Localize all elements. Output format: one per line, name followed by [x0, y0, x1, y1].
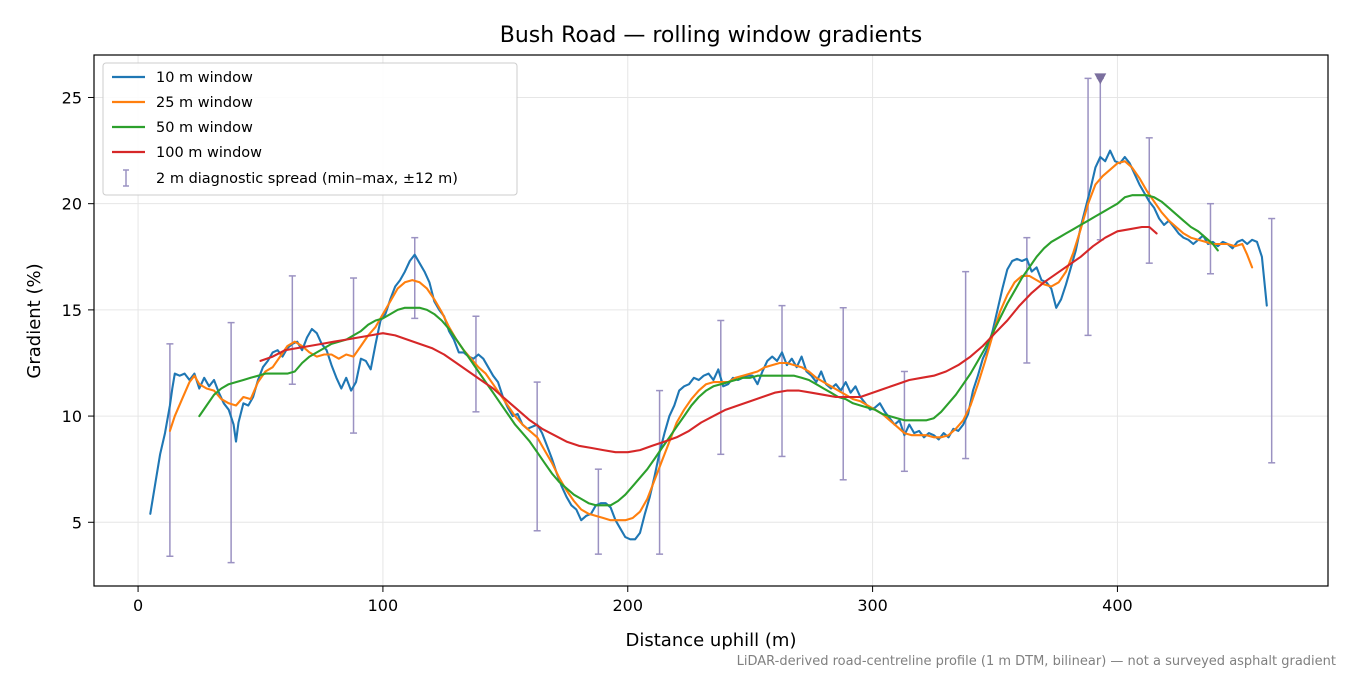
errorbar: [288, 275, 296, 385]
legend-label-errorbar: 2 m diagnostic spread (min–max, ±12 m): [156, 171, 458, 187]
errorbar: [227, 321, 235, 564]
marker-layer: [1094, 73, 1107, 85]
y-tick-label: 15: [62, 301, 82, 320]
legend: 10 m window 25 m window 50 m window 100 …: [102, 62, 518, 196]
legend-swatch-errorbar: [123, 169, 129, 187]
legend-label-50m: 50 m window: [156, 120, 253, 136]
x-tick-label: 400: [1102, 596, 1133, 615]
y-axis-label: Gradient (%): [24, 263, 45, 378]
y-tick-label: 20: [62, 195, 82, 214]
grid-layer: [94, 55, 1328, 586]
legend-box: [102, 62, 518, 196]
legend-label-10m: 10 m window: [156, 70, 253, 86]
errorbar: [1206, 202, 1214, 275]
plot-frame: [93, 54, 1329, 587]
errorbar: [778, 304, 786, 458]
peak-marker-triangle: [1094, 73, 1107, 85]
errorbar: [166, 343, 174, 558]
errorbar: [594, 468, 602, 555]
y-tick-label: 10: [62, 407, 82, 426]
series-line-50m: [198, 194, 1219, 507]
series-line-25m: [168, 160, 1254, 522]
chart-title: Bush Road — rolling window gradients: [500, 23, 922, 48]
errorbar-layer: [166, 77, 1276, 564]
y-tick-label: 5: [72, 513, 82, 532]
legend-label-100m: 100 m window: [156, 145, 262, 161]
x-tick-label: 0: [133, 596, 143, 615]
errorbar: [411, 236, 419, 320]
series-line-100m: [259, 225, 1158, 454]
errorbar: [656, 389, 664, 555]
y-axis-ticks: 5 10 15 20 25: [62, 88, 94, 532]
x-tick-label: 100: [368, 596, 399, 615]
series-layer: [149, 149, 1268, 541]
errorbar: [900, 370, 908, 473]
x-axis-ticks: 0 100 200 300 400: [133, 586, 1133, 615]
errorbar: [1268, 217, 1276, 464]
legend-label-25m: 25 m window: [156, 95, 253, 111]
errorbar: [962, 270, 970, 460]
x-tick-label: 300: [857, 596, 888, 615]
x-tick-label: 200: [612, 596, 643, 615]
errorbar: [533, 381, 541, 532]
y-tick-label: 25: [62, 88, 82, 107]
x-axis-label: Distance uphill (m): [626, 630, 797, 651]
errorbar: [717, 319, 725, 456]
footnote: LiDAR-derived road-centreline profile (1…: [737, 654, 1336, 669]
